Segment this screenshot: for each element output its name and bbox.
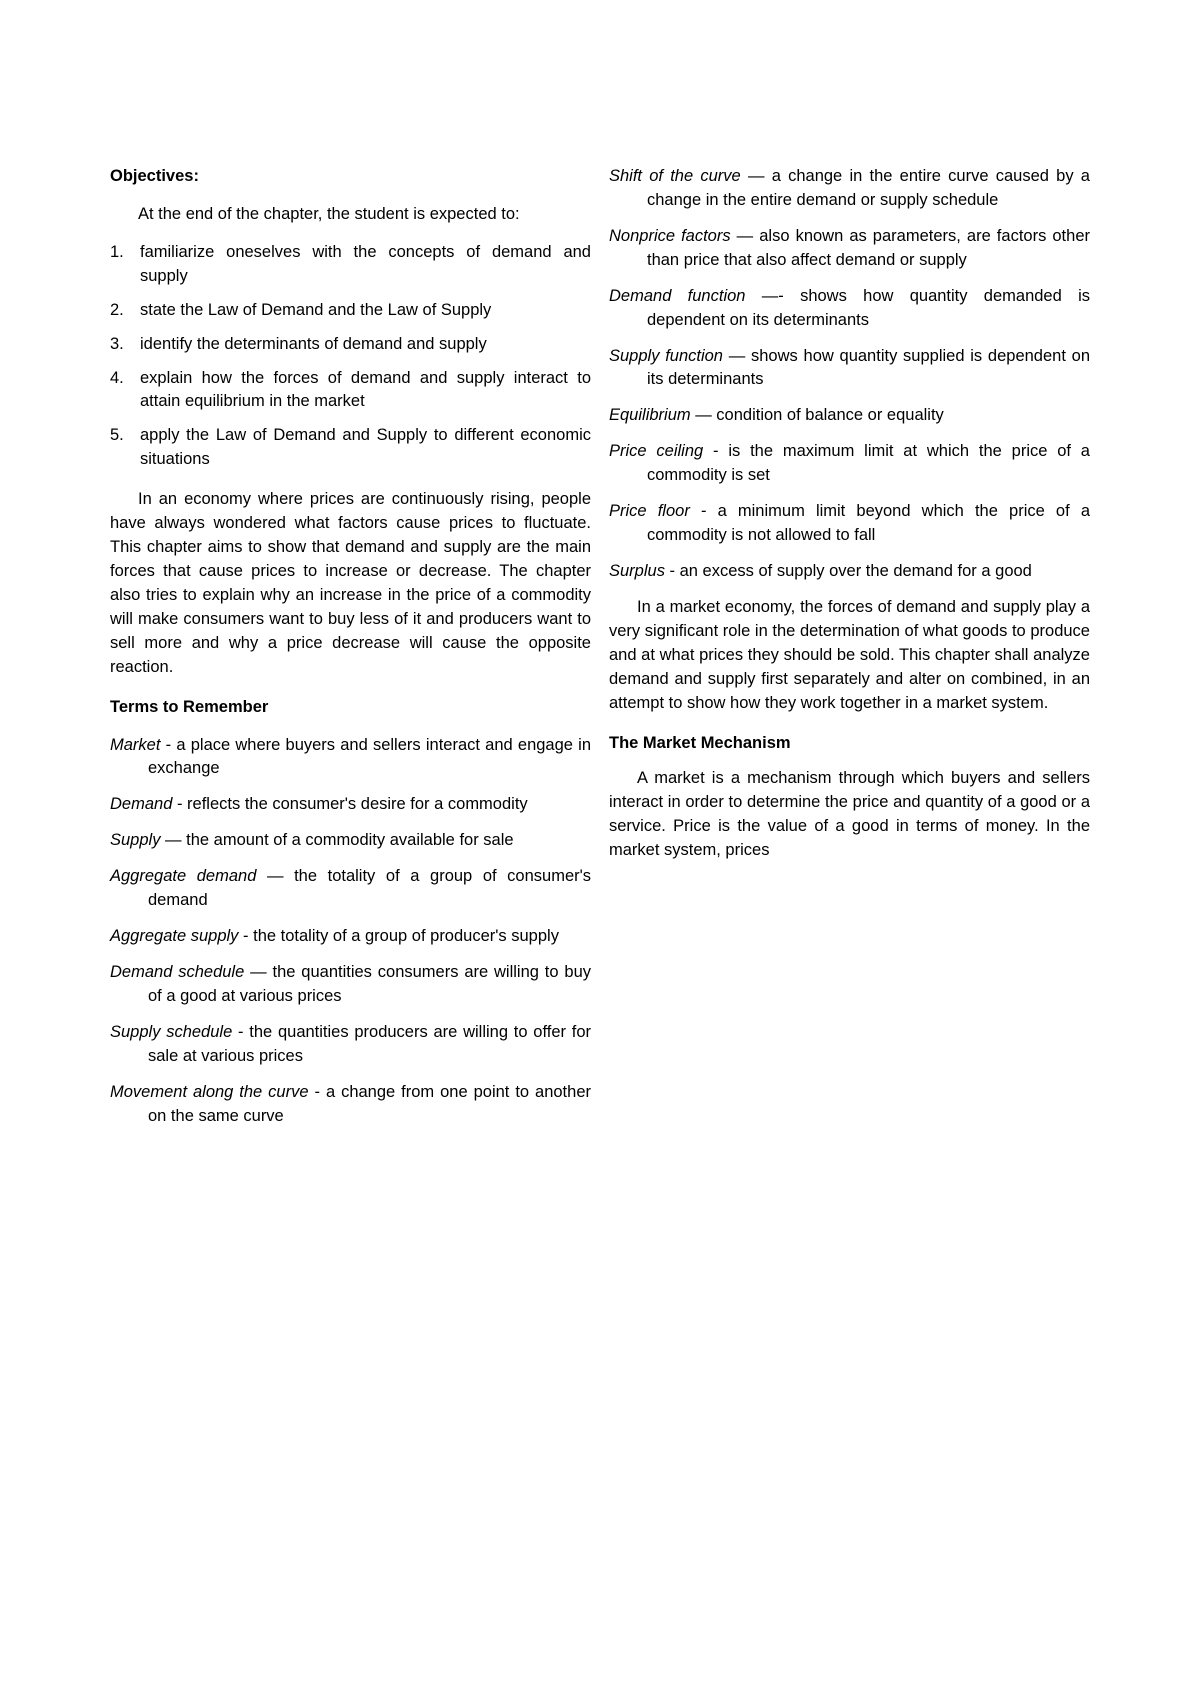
term-sep: —- xyxy=(745,287,800,305)
term-entry: Nonprice factors — also known as paramet… xyxy=(609,225,1090,273)
term-sep: - xyxy=(172,795,187,813)
objective-number: 2. xyxy=(110,299,140,323)
term-sep: — xyxy=(691,406,717,424)
term-sep: — xyxy=(160,831,186,849)
term-sep: — xyxy=(731,227,760,245)
term-name: Market xyxy=(110,736,160,754)
objective-text: apply the Law of Demand and Supply to di… xyxy=(140,424,591,472)
term-name: Supply xyxy=(110,831,160,849)
objectives-heading: Objectives: xyxy=(110,165,591,189)
term-entry: Equilibrium — condition of balance or eq… xyxy=(609,404,1090,428)
objective-text: state the Law of Demand and the Law of S… xyxy=(140,299,591,323)
term-name: Demand schedule xyxy=(110,963,244,981)
term-name: Demand xyxy=(110,795,172,813)
term-entry: Demand function —- shows how quantity de… xyxy=(609,285,1090,333)
term-sep: - xyxy=(238,927,253,945)
objective-number: 5. xyxy=(110,424,140,472)
term-name: Supply schedule xyxy=(110,1023,232,1041)
term-definition: reflects the consumer's desire for a com… xyxy=(187,795,528,813)
objective-text: explain how the forces of demand and sup… xyxy=(140,367,591,415)
term-sep: — xyxy=(741,167,772,185)
term-entry: Surplus - an excess of supply over the d… xyxy=(609,560,1090,584)
objective-text: identify the determinants of demand and … xyxy=(140,333,591,357)
term-sep: — xyxy=(256,867,294,885)
term-name: Shift of the curve xyxy=(609,167,741,185)
market-mechanism-heading: The Market Mechanism xyxy=(609,732,1090,756)
term-entry: Aggregate demand — the totality of a gro… xyxy=(110,865,591,913)
term-entry: Price floor - a minimum limit beyond whi… xyxy=(609,500,1090,548)
terms-heading: Terms to Remember xyxy=(110,696,591,720)
term-sep: - xyxy=(160,736,176,754)
term-entry: Market - a place where buyers and seller… xyxy=(110,734,591,782)
document-content: Objectives: At the end of the chapter, t… xyxy=(110,165,1090,1185)
objective-item: 5. apply the Law of Demand and Supply to… xyxy=(110,424,591,472)
term-sep: - xyxy=(703,442,728,460)
term-definition: the amount of a commodity available for … xyxy=(186,831,513,849)
term-sep: - xyxy=(232,1023,249,1041)
term-entry: Demand - reflects the consumer's desire … xyxy=(110,793,591,817)
objective-number: 3. xyxy=(110,333,140,357)
objective-number: 4. xyxy=(110,367,140,415)
term-entry: Shift of the curve — a change in the ent… xyxy=(609,165,1090,213)
term-entry: Price ceiling - is the maximum limit at … xyxy=(609,440,1090,488)
term-entry: Demand schedule — the quantities consume… xyxy=(110,961,591,1009)
term-name: Supply function xyxy=(609,347,723,365)
objective-item: 3. identify the determinants of demand a… xyxy=(110,333,591,357)
term-entry: Supply — the amount of a commodity avail… xyxy=(110,829,591,853)
term-definition: an excess of supply over the demand for … xyxy=(680,562,1032,580)
term-sep: - xyxy=(665,562,680,580)
objective-item: 2. state the Law of Demand and the Law o… xyxy=(110,299,591,323)
term-entry: Supply schedule - the quantities produce… xyxy=(110,1021,591,1069)
objective-item: 4. explain how the forces of demand and … xyxy=(110,367,591,415)
market-economy-paragraph: In a market economy, the forces of deman… xyxy=(609,596,1090,716)
term-name: Equilibrium xyxy=(609,406,691,424)
market-mechanism-paragraph: A market is a mechanism through which bu… xyxy=(609,767,1090,863)
term-name: Aggregate demand xyxy=(110,867,256,885)
term-name: Movement along the curve xyxy=(110,1083,309,1101)
intro-paragraph: At the end of the chapter, the student i… xyxy=(110,203,591,227)
term-definition: the totality of a group of producer's su… xyxy=(253,927,559,945)
term-sep: — xyxy=(723,347,751,365)
objective-number: 1. xyxy=(110,241,140,289)
objective-text: familiarize oneselves with the concepts … xyxy=(140,241,591,289)
term-name: Price ceiling xyxy=(609,442,703,460)
term-entry: Movement along the curve - a change from… xyxy=(110,1081,591,1129)
term-name: Nonprice factors xyxy=(609,227,731,245)
objectives-list: 1. familiarize oneselves with the concep… xyxy=(110,241,591,472)
term-sep: — xyxy=(244,963,272,981)
term-name: Aggregate supply xyxy=(110,927,238,945)
term-entry: Supply function — shows how quantity sup… xyxy=(609,345,1090,393)
term-definition: condition of balance or equality xyxy=(716,406,944,424)
intro-body-paragraph: In an economy where prices are continuou… xyxy=(110,488,591,679)
objective-item: 1. familiarize oneselves with the concep… xyxy=(110,241,591,289)
term-name: Price floor xyxy=(609,502,690,520)
term-name: Demand function xyxy=(609,287,745,305)
term-entry: Aggregate supply - the totality of a gro… xyxy=(110,925,591,949)
term-sep: - xyxy=(309,1083,326,1101)
term-sep: - xyxy=(690,502,718,520)
term-definition: a place where buyers and sellers interac… xyxy=(148,736,591,778)
term-name: Surplus xyxy=(609,562,665,580)
